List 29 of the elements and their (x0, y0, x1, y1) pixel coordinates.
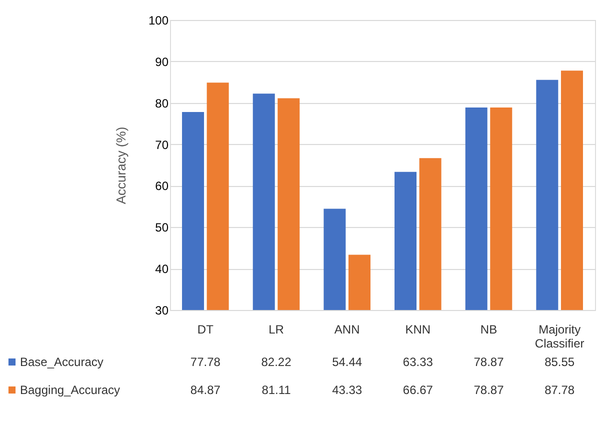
data-label: 63.33 (402, 355, 434, 369)
x-tick-label: Majority Classifier (534, 322, 584, 350)
data-label: 66.67 (402, 383, 434, 397)
y-tick-label: 30 (155, 304, 169, 318)
data-label: 43.33 (332, 383, 362, 397)
y-tick-label: 60 (155, 179, 169, 194)
x-tick-label: NB (480, 322, 498, 336)
y-tick-label: 70 (155, 138, 169, 152)
y-tick-label: 100 (148, 14, 169, 28)
x-tick-label: KNN (405, 322, 431, 336)
y-tick-label: 90 (155, 54, 169, 69)
data-label: 82.22 (261, 355, 292, 369)
y-axis-title: Accuracy (%) (113, 126, 128, 204)
data-label: 85.55 (544, 355, 575, 369)
data-label: 81.11 (262, 383, 292, 397)
y-tick-label: 50 (155, 220, 169, 235)
data-label: 87.78 (544, 383, 575, 397)
data-label: 78.87 (474, 383, 504, 397)
x-tick-label: DT (197, 322, 214, 336)
x-tick-label: LR (268, 322, 284, 336)
data-label: 78.87 (474, 355, 504, 369)
x-tick-label: ANN (334, 322, 360, 336)
legend-label: Bagging_Accuracy (20, 383, 120, 397)
y-tick-label: 80 (155, 96, 169, 110)
data-label: 77.78 (190, 355, 221, 369)
y-tick-label: 40 (155, 262, 169, 276)
data-label: 84.87 (190, 383, 221, 397)
data-label: 54.44 (332, 355, 362, 369)
legend-label: Base_Accuracy (20, 355, 104, 369)
